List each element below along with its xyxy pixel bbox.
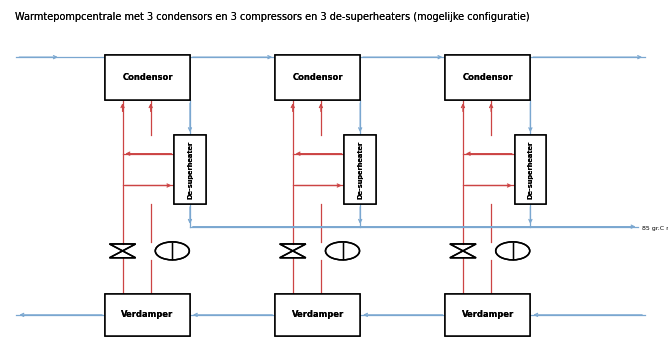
Text: De-superheater: De-superheater: [528, 140, 533, 199]
Bar: [446, 55, 530, 100]
Bar: [275, 294, 360, 336]
Text: Verdamper: Verdamper: [462, 310, 514, 319]
Bar: [345, 135, 376, 204]
Text: Verdamper: Verdamper: [122, 310, 174, 319]
Bar: [105, 55, 190, 100]
Text: Condensor: Condensor: [463, 73, 513, 82]
Text: Condensor: Condensor: [293, 73, 343, 82]
Text: De-superheater: De-superheater: [357, 140, 363, 199]
Text: De-superheater: De-superheater: [187, 140, 193, 199]
Bar: [446, 294, 530, 336]
Bar: [514, 135, 546, 204]
Bar: [105, 294, 190, 336]
Text: 85 gr.C naar afnemer(s): 85 gr.C naar afnemer(s): [642, 226, 668, 231]
Bar: [105, 294, 190, 336]
Text: Verdamper: Verdamper: [291, 310, 344, 319]
Text: Condensor: Condensor: [122, 73, 172, 82]
Text: De-superheater: De-superheater: [357, 140, 363, 199]
Text: Verdamper: Verdamper: [122, 310, 174, 319]
Bar: [275, 294, 360, 336]
Text: Condensor: Condensor: [122, 73, 172, 82]
Text: Warmtepompcentrale met 3 condensors en 3 compressors en 3 de-superheaters (mogel: Warmtepompcentrale met 3 condensors en 3…: [15, 12, 529, 22]
Bar: [345, 135, 376, 204]
Bar: [105, 55, 190, 100]
Bar: [174, 135, 206, 204]
Bar: [174, 135, 206, 204]
Text: De-superheater: De-superheater: [528, 140, 533, 199]
Text: Condensor: Condensor: [463, 73, 513, 82]
Bar: [275, 55, 360, 100]
Text: Verdamper: Verdamper: [291, 310, 344, 319]
Bar: [514, 135, 546, 204]
Text: Verdamper: Verdamper: [462, 310, 514, 319]
Bar: [275, 55, 360, 100]
Bar: [446, 294, 530, 336]
Text: De-superheater: De-superheater: [187, 140, 193, 199]
Text: Condensor: Condensor: [293, 73, 343, 82]
Bar: [446, 55, 530, 100]
Text: Warmtepompcentrale met 3 condensors en 3 compressors en 3 de-superheaters (mogel: Warmtepompcentrale met 3 condensors en 3…: [15, 12, 529, 22]
